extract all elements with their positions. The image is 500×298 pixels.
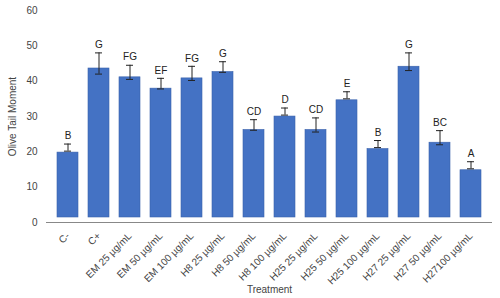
svg-text:BC: BC [433,117,447,128]
svg-text:EF: EF [155,65,168,76]
svg-text:B: B [65,130,72,141]
svg-text:H25 25 µg/mL: H25 25 µg/mL [267,230,320,283]
svg-text:H8 50 µg/mL: H8 50 µg/mL [209,230,258,279]
svg-text:EM 25 µg/mL: EM 25 µg/mL [83,230,134,281]
svg-text:CD: CD [309,104,323,115]
svg-text:G: G [405,39,413,50]
svg-text:H27 50 µg/mL: H27 50 µg/mL [391,230,444,283]
svg-text:30: 30 [26,111,38,122]
svg-text:CD: CD [247,106,261,117]
svg-text:20: 20 [26,146,38,157]
svg-text:B: B [375,127,382,138]
svg-text:G: G [219,48,227,59]
svg-text:10: 10 [26,181,38,192]
svg-text:FG: FG [185,53,199,64]
svg-text:FG: FG [123,51,137,62]
svg-text:A: A [468,148,475,159]
svg-text:H25 50 µg/mL: H25 50 µg/mL [298,230,351,283]
svg-text:EM 100 µg/mL: EM 100 µg/mL [141,230,196,285]
svg-text:C-: C- [56,230,71,245]
svg-text:H25 100 µg/mL: H25 100 µg/mL [325,230,382,287]
svg-text:H27 25 µg/mL: H27 25 µg/mL [360,230,413,283]
svg-text:40: 40 [26,75,38,86]
svg-text:Olive Tail Moment: Olive Tail Moment [7,77,18,157]
svg-text:H27100 µg/mL: H27100 µg/mL [420,230,475,285]
svg-text:D: D [281,94,288,105]
svg-text:50: 50 [26,40,38,51]
svg-text:G: G [95,39,103,50]
svg-text:60: 60 [26,5,38,16]
svg-text:EM 50 µg/mL: EM 50 µg/mL [114,230,165,281]
svg-text:E: E [344,78,351,89]
svg-text:C+: C+ [86,230,103,247]
svg-text:Treatment: Treatment [247,284,292,295]
svg-text:H8 25 µg/mL: H8 25 µg/mL [178,230,227,279]
svg-text:H8 100 µg/mL: H8 100 µg/mL [236,230,289,283]
svg-text:0: 0 [32,217,38,228]
